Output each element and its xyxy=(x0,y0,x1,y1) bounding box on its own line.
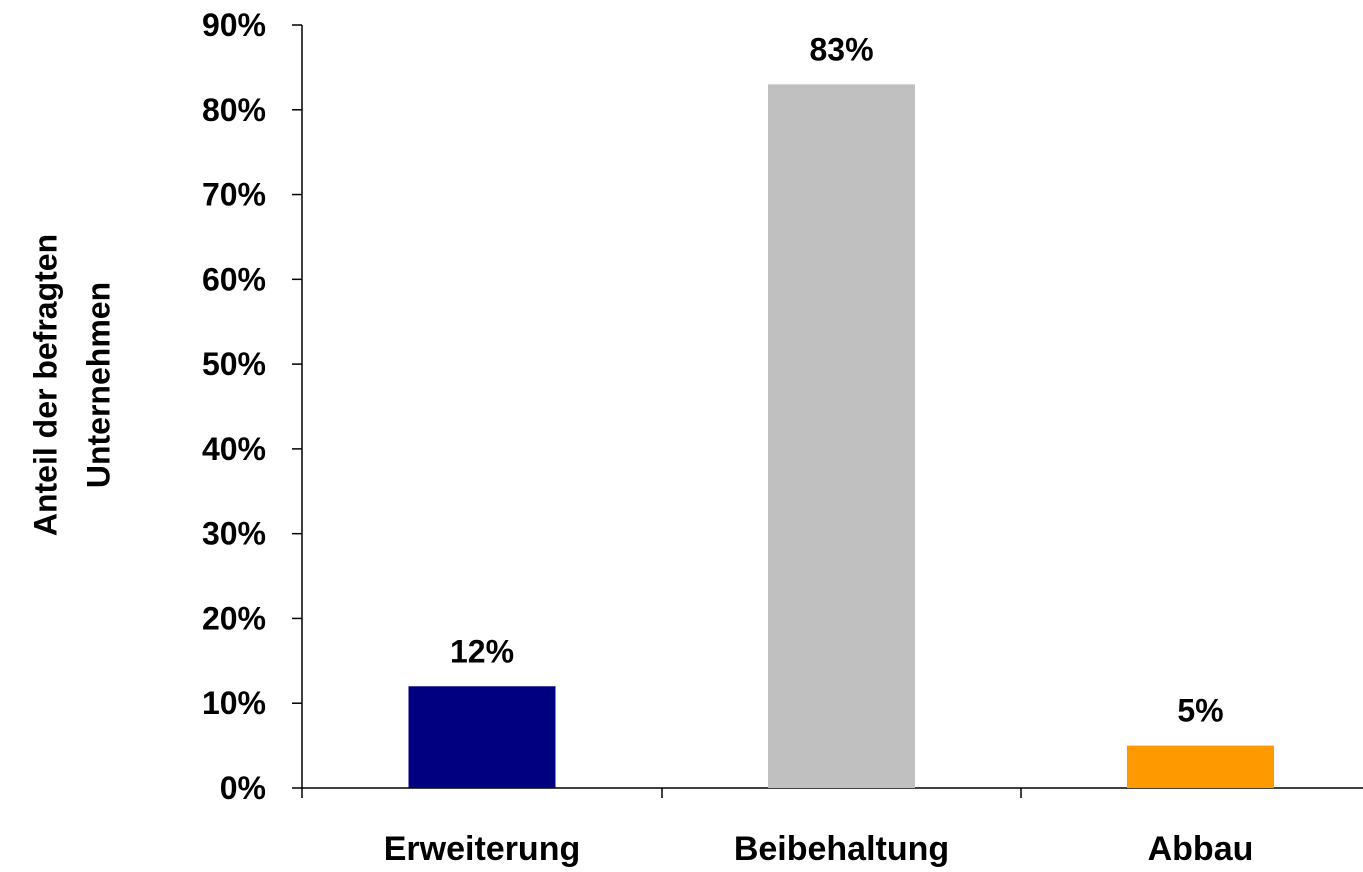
y-axis-title: Anteil der befragten Unternehmen xyxy=(27,234,116,536)
y-tick-label: 50% xyxy=(202,346,266,382)
y-tick-label: 20% xyxy=(202,600,266,636)
bar-erweiterung xyxy=(408,686,556,788)
x-category-label: Erweiterung xyxy=(384,830,580,868)
y-tick-label: 80% xyxy=(202,92,266,128)
y-tick-label: 70% xyxy=(202,177,266,213)
y-tick-label: 30% xyxy=(202,516,266,552)
y-tick-label: 0% xyxy=(220,770,266,806)
bars xyxy=(408,84,1274,789)
data-label: 83% xyxy=(809,31,873,67)
x-axis: Erweiterung Beibehaltung Abbau xyxy=(301,787,1363,868)
bar-abbau xyxy=(1127,745,1274,788)
y-tick-label: 10% xyxy=(202,685,266,721)
bar-beibehaltung xyxy=(768,84,915,789)
data-labels: 12% 83% 5% xyxy=(450,31,1224,728)
y-tick-label: 90% xyxy=(202,7,266,43)
y-axis: 0% 10% 20% 30% 40% 50% 60% 70% 80% 90% xyxy=(202,7,303,806)
y-tick-label: 40% xyxy=(202,431,266,467)
x-category-label: Beibehaltung xyxy=(734,830,949,868)
y-tick-label: 60% xyxy=(202,261,266,297)
data-label: 12% xyxy=(450,633,514,669)
x-category-label: Abbau xyxy=(1148,830,1254,868)
y-axis-title-line: Unternehmen xyxy=(80,282,116,488)
y-axis-title-line: Anteil der befragten xyxy=(27,234,63,536)
data-label: 5% xyxy=(1177,693,1223,729)
